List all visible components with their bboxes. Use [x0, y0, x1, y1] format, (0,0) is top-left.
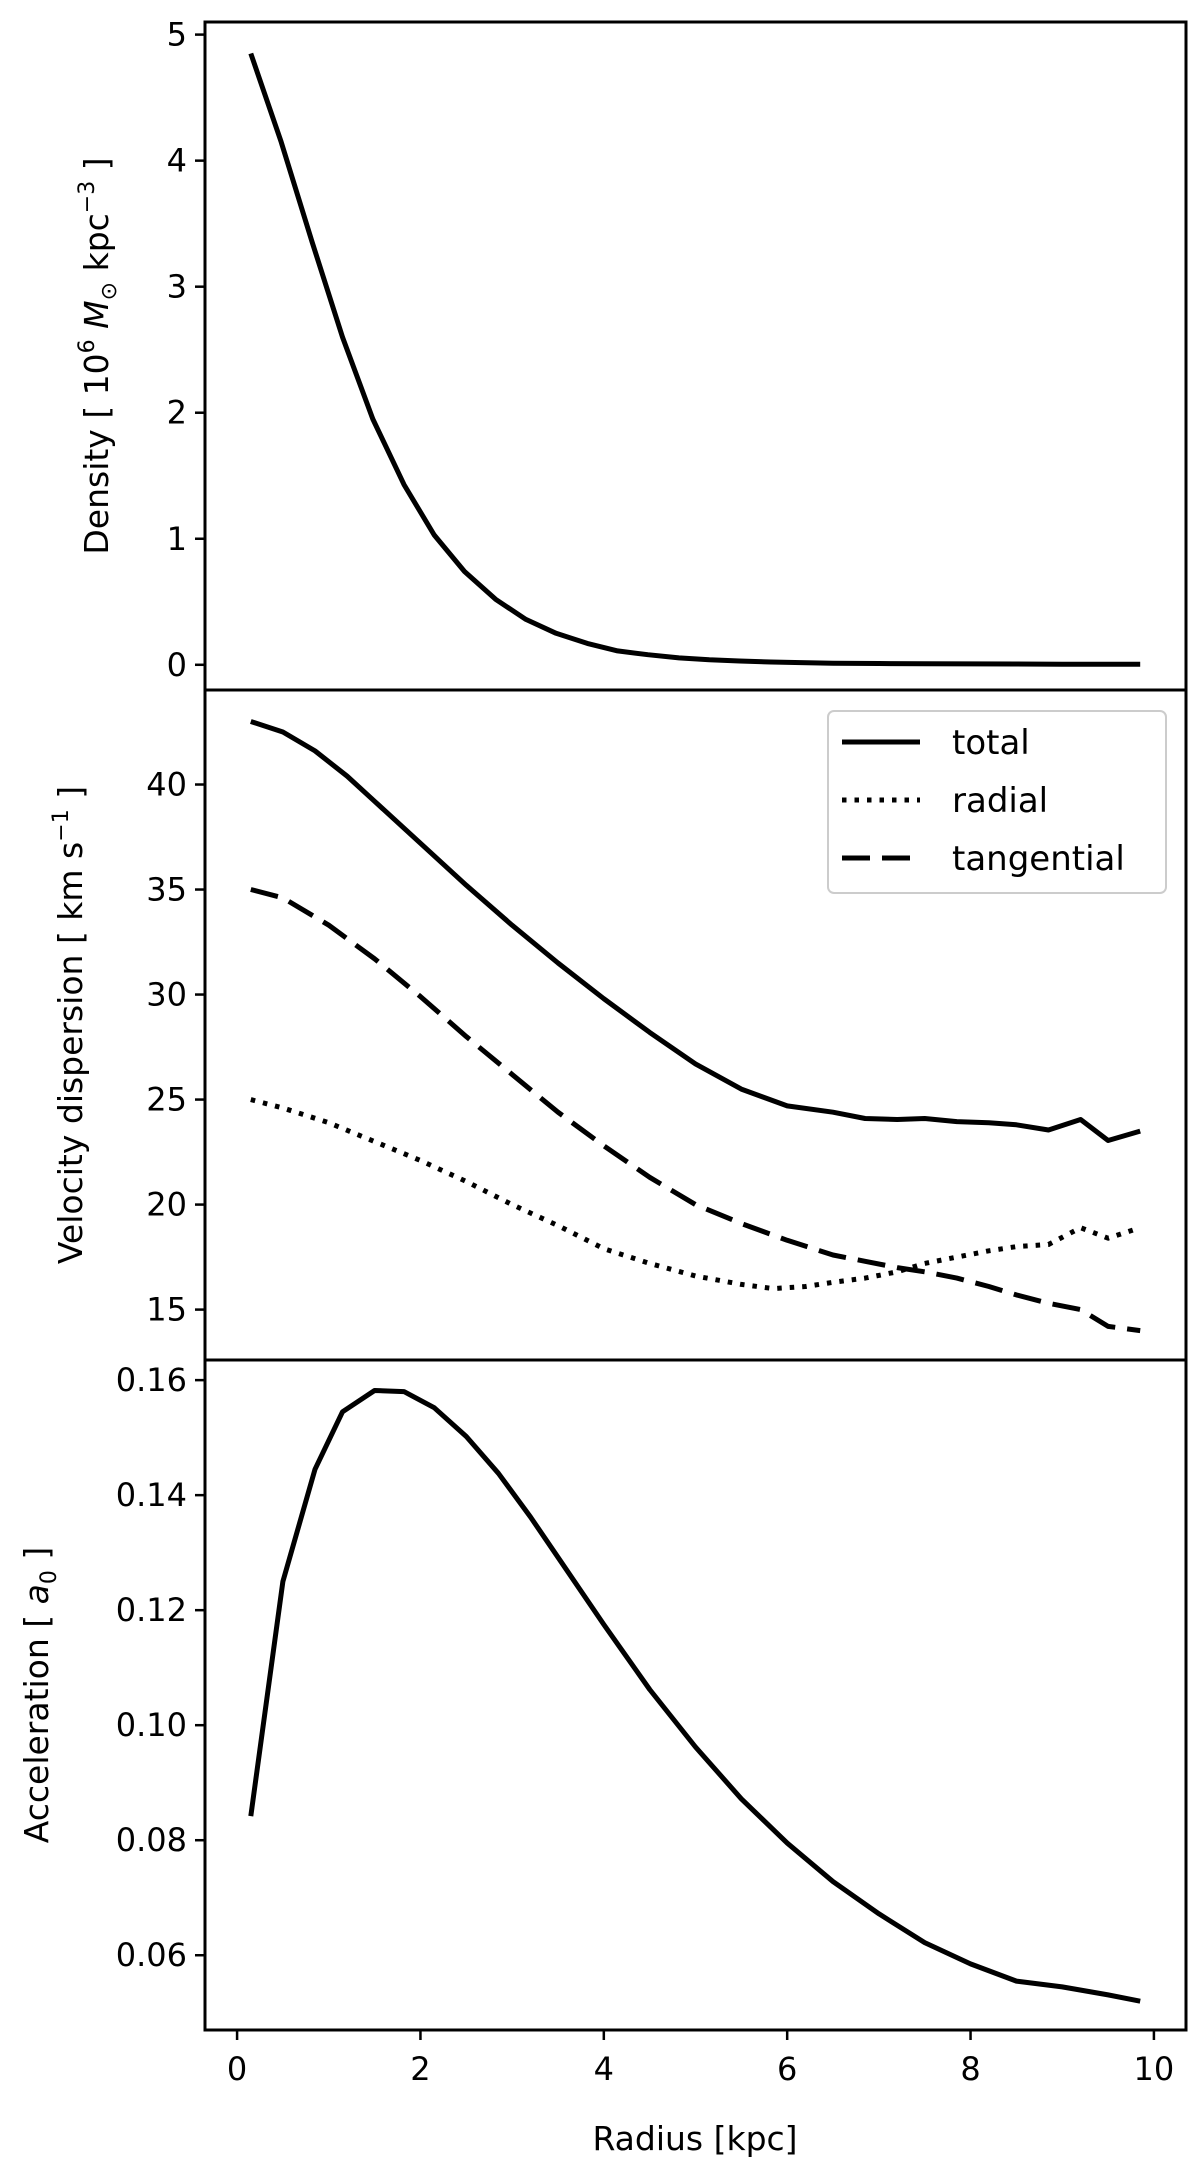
- series-line-total: [250, 719, 1141, 1143]
- series-line-radial: [250, 1097, 1141, 1292]
- series-line-density: [248, 52, 1141, 667]
- panel2-y-tick-label: 0.14: [116, 1476, 187, 1514]
- acceleration-axis-title: Acceleration [ a0 ]: [17, 1547, 62, 1844]
- panel1-y-tick-label: 15: [146, 1291, 187, 1329]
- legend-label-tangential: tangential: [952, 839, 1125, 879]
- x-tick-label: 4: [594, 2050, 614, 2088]
- legend-label-radial: radial: [952, 781, 1048, 821]
- panel-velocity-dispersion: 15 20 25 30 35 40 Velocity dispersion [ km s−…: [49, 688, 1188, 1362]
- legend-label-total: total: [952, 723, 1030, 763]
- panel0-y-tick-label: 1: [167, 520, 187, 558]
- panel0-y-tick-label: 5: [167, 16, 187, 54]
- panel2-y-tick-label: 0.12: [116, 1591, 187, 1629]
- legend-box: [827, 710, 1167, 894]
- panel-density: 0 1 2 3 4 5 Density [ 106 M⊙ kpc−3 ]: [75, 16, 1188, 692]
- x-tick-label: 2: [410, 2050, 430, 2088]
- panel2-y-tick-label: 0.06: [116, 1936, 187, 1974]
- acceleration-axes-frame: [203, 1358, 1188, 2032]
- panel2-y-tick-label: 0.08: [116, 1821, 187, 1859]
- panel2-y-tick-label: 0.16: [116, 1361, 187, 1399]
- panel-acceleration: 0.06 0.08 0.10 0.12 0.14 0.16 Acceleration [ …: [17, 1358, 1188, 2032]
- series-line-tangential: [250, 887, 1141, 1334]
- density-axis-title: Density [ 106 M⊙ kpc−3 ]: [75, 157, 122, 554]
- velocity-axis-title: Velocity dispersion [ km s−1 ]: [49, 786, 90, 1264]
- series-line-acceleration: [248, 1388, 1141, 2004]
- panel1-y-tick-label: 40: [146, 766, 187, 804]
- panel1-y-tick-label: 35: [146, 871, 187, 909]
- panel1-y-tick-label: 30: [146, 976, 187, 1014]
- legend: total radial tangential: [827, 710, 1167, 894]
- panel0-y-tick-label: 0: [167, 646, 187, 684]
- x-tick-label: 10: [1134, 2050, 1175, 2088]
- panel0-y-tick-label: 3: [167, 268, 187, 306]
- panel0-y-tick-label: 2: [167, 394, 187, 432]
- x-axis-title: Radius [kpc]: [592, 2119, 797, 2158]
- panel0-y-tick-label: 4: [167, 142, 187, 180]
- panel2-y-tick-label: 0.10: [116, 1706, 187, 1744]
- panel1-y-tick-label: 25: [146, 1081, 187, 1119]
- x-tick-label: 8: [960, 2050, 980, 2088]
- x-tick-label: 6: [777, 2050, 797, 2088]
- panel1-y-tick-label: 20: [146, 1186, 187, 1224]
- x-tick-label: 0: [227, 2050, 247, 2088]
